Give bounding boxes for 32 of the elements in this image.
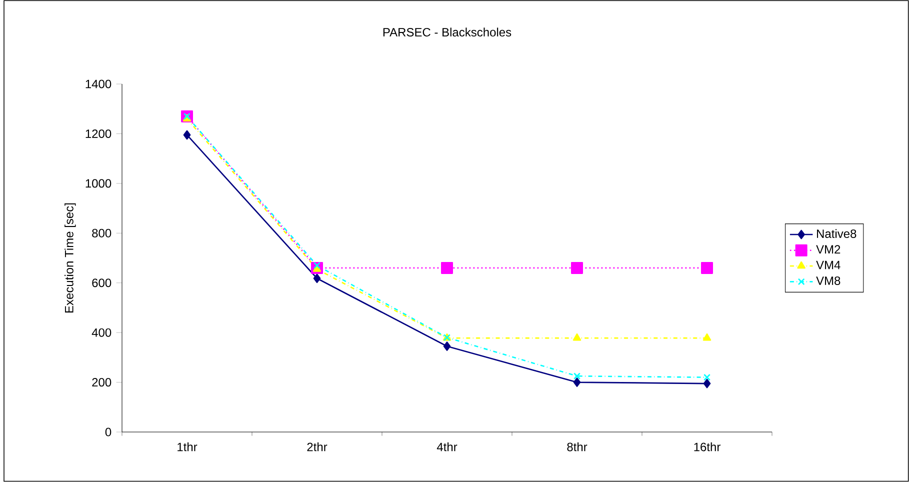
point [183, 130, 191, 140]
legend-label: Native8 [817, 229, 856, 238]
legend-label: VM2 [816, 245, 840, 254]
point [573, 378, 581, 387]
y-tick-label: 200 [92, 378, 112, 387]
point [443, 342, 451, 351]
chart-title: PARSEC - Blackscholes [383, 28, 512, 36]
y-tick-label: 1200 [86, 129, 112, 138]
point [314, 262, 320, 269]
legend-label: VM8 [816, 276, 840, 285]
point [702, 333, 712, 341]
point [571, 262, 584, 274]
x-tick-label: 2thr [307, 442, 328, 452]
x-tick-label: 16thr [694, 442, 720, 452]
y-axis-title: Execution Time [sec] [64, 203, 76, 312]
point [572, 333, 582, 341]
point [574, 372, 581, 380]
y-tick-label: 1000 [86, 179, 112, 188]
point [701, 262, 714, 274]
point [313, 274, 321, 284]
point [703, 378, 711, 388]
legend-label: VM4 [816, 260, 840, 270]
y-tick-label: 400 [92, 328, 112, 337]
y-tick-label: 1400 [86, 80, 112, 88]
x-tick-label: 8thr [567, 442, 588, 452]
x-tick-label: 4thr [436, 442, 458, 452]
y-tick-label: 0 [105, 428, 112, 436]
y-tick-label: 800 [92, 228, 112, 238]
point [704, 374, 711, 381]
y-tick-label: 600 [92, 278, 112, 288]
point [441, 262, 454, 274]
x-tick-label: 1thr [178, 442, 198, 452]
